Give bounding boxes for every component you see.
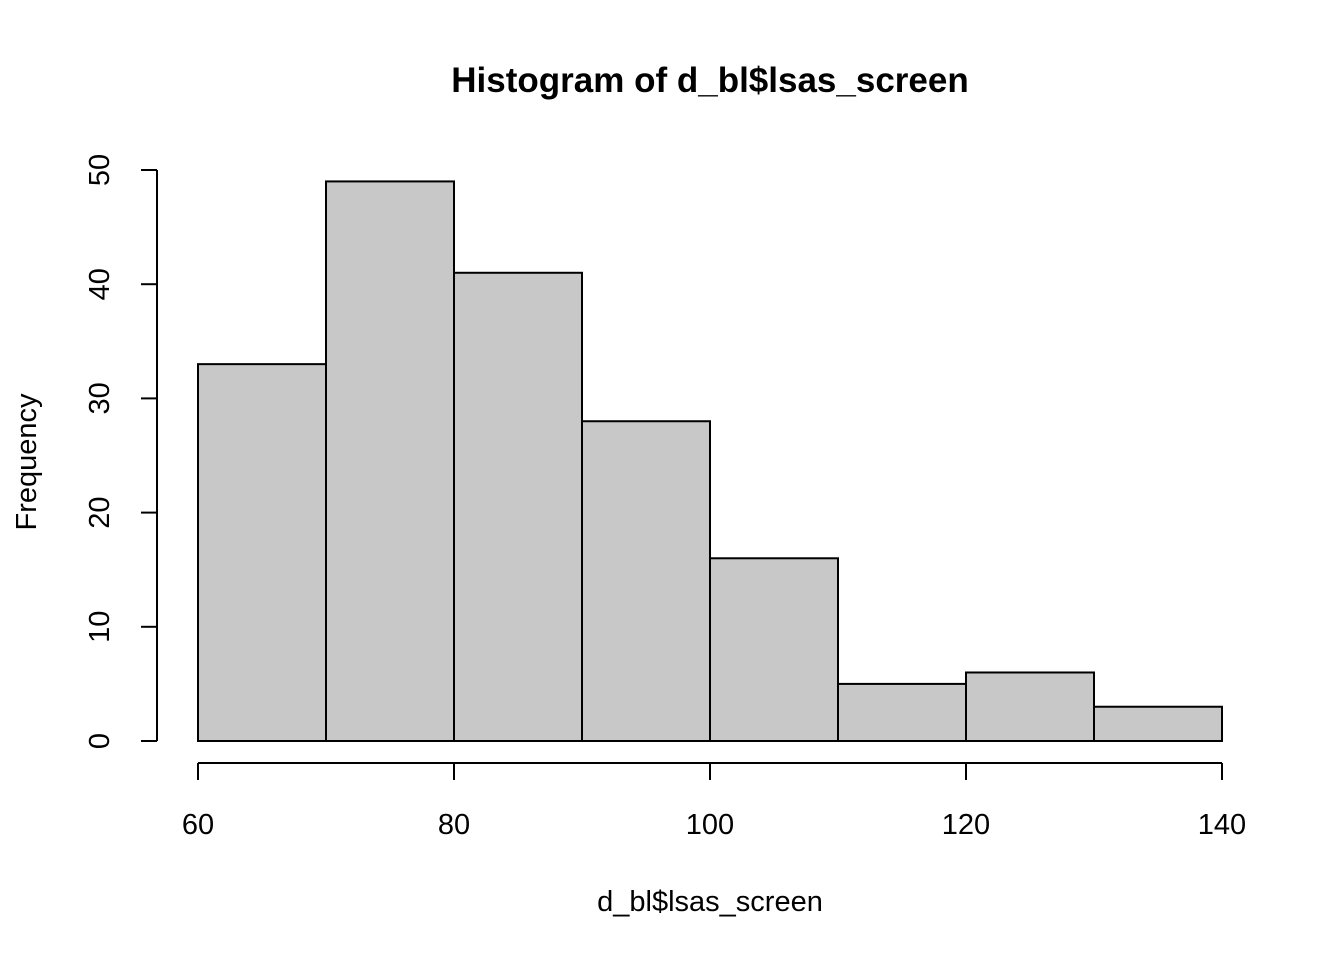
histogram-bar-7 bbox=[965, 671, 1095, 742]
y-tick-label-30: 30 bbox=[84, 382, 116, 414]
histogram-bar-6 bbox=[837, 682, 967, 743]
y-tick-label-0: 0 bbox=[84, 733, 116, 749]
y-axis-label: Frequency bbox=[11, 393, 43, 531]
x-tick-label-120: 120 bbox=[942, 809, 990, 841]
y-tick-label-50: 50 bbox=[84, 154, 116, 186]
x-tick-label-80: 80 bbox=[438, 809, 470, 841]
histogram-bar-8 bbox=[1093, 705, 1223, 742]
histogram-bar-1 bbox=[197, 363, 327, 742]
x-tick-label-100: 100 bbox=[686, 809, 734, 841]
x-axis: 60 80 100 120 140 bbox=[182, 762, 1246, 841]
x-axis-label: d_bl$lsas_screen bbox=[597, 886, 823, 918]
histogram-bar-4 bbox=[581, 420, 711, 742]
chart-title: Histogram of d_bl$lsas_screen bbox=[451, 61, 968, 100]
x-tick-label-140: 140 bbox=[1198, 809, 1246, 841]
y-axis: 0 10 20 30 40 50 bbox=[84, 154, 158, 749]
y-tick-label-40: 40 bbox=[84, 268, 116, 300]
y-tick-label-20: 20 bbox=[84, 496, 116, 528]
y-tick-label-10: 10 bbox=[84, 611, 116, 643]
bars-group bbox=[197, 180, 1223, 743]
x-tick-label-60: 60 bbox=[182, 809, 214, 841]
histogram-bar-2 bbox=[325, 180, 455, 743]
histogram-bar-3 bbox=[453, 271, 583, 742]
histogram-bar-5 bbox=[709, 557, 839, 743]
